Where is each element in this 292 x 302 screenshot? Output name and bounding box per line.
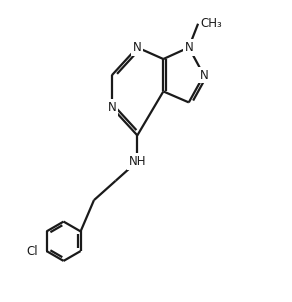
Text: N: N (133, 41, 142, 54)
Text: N: N (199, 69, 208, 82)
Text: N: N (107, 101, 116, 114)
Text: Cl: Cl (27, 245, 39, 258)
Text: CH₃: CH₃ (200, 17, 222, 30)
Text: NH: NH (128, 155, 146, 168)
Text: N: N (185, 41, 193, 54)
